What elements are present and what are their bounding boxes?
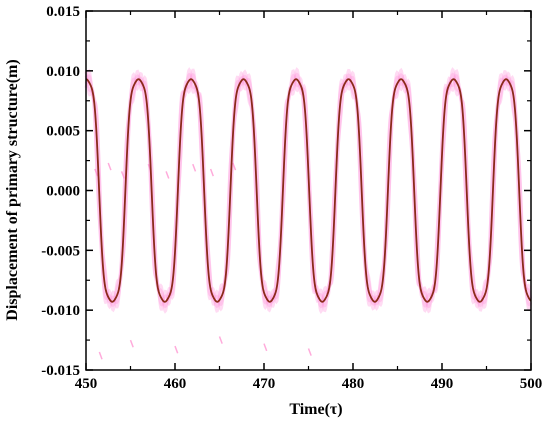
pink-artifact [192, 163, 197, 172]
y-tick-label: -0.010 [41, 303, 80, 319]
y-tick-label: 0.005 [46, 124, 80, 140]
y-axis-ticks: -0.015 -0.010 -0.005 0.000 0.005 0.010 0.015 [41, 4, 531, 379]
pink-artifact [165, 171, 170, 179]
y-tick-label: 0.015 [46, 4, 80, 20]
pink-artifact [174, 345, 179, 354]
y-tick-label: 0.010 [46, 64, 80, 80]
y-tick-label: 0.000 [46, 184, 80, 200]
x-axis-label: Time(τ) [289, 401, 342, 418]
pink-artifact [129, 339, 134, 348]
x-tick-label: 490 [431, 376, 454, 392]
pink-artifact [263, 343, 268, 352]
pink-artifact [94, 168, 99, 177]
brown-line [85, 78, 532, 303]
x-tick-label: 450 [75, 376, 98, 392]
y-tick-label: -0.015 [41, 363, 80, 379]
series-brown-line [85, 78, 532, 303]
y-axis-label: Displacement of primary structure(m) [4, 59, 21, 320]
x-axis-ticks: 450 460 470 480 490 500 [75, 11, 543, 392]
pink-artifact [98, 351, 103, 360]
y-tick-label: -0.005 [41, 243, 80, 259]
pink-artifact [120, 171, 125, 179]
pink-artifact [307, 348, 312, 356]
x-tick-label: 500 [520, 376, 543, 392]
x-tick-label: 460 [164, 376, 187, 392]
pink-artifact [209, 168, 214, 177]
x-tick-label: 480 [342, 376, 365, 392]
pink-artifact [218, 336, 223, 344]
x-tick-label: 470 [253, 376, 276, 392]
pink-artifact [107, 162, 112, 171]
pink-artifact [232, 162, 237, 171]
